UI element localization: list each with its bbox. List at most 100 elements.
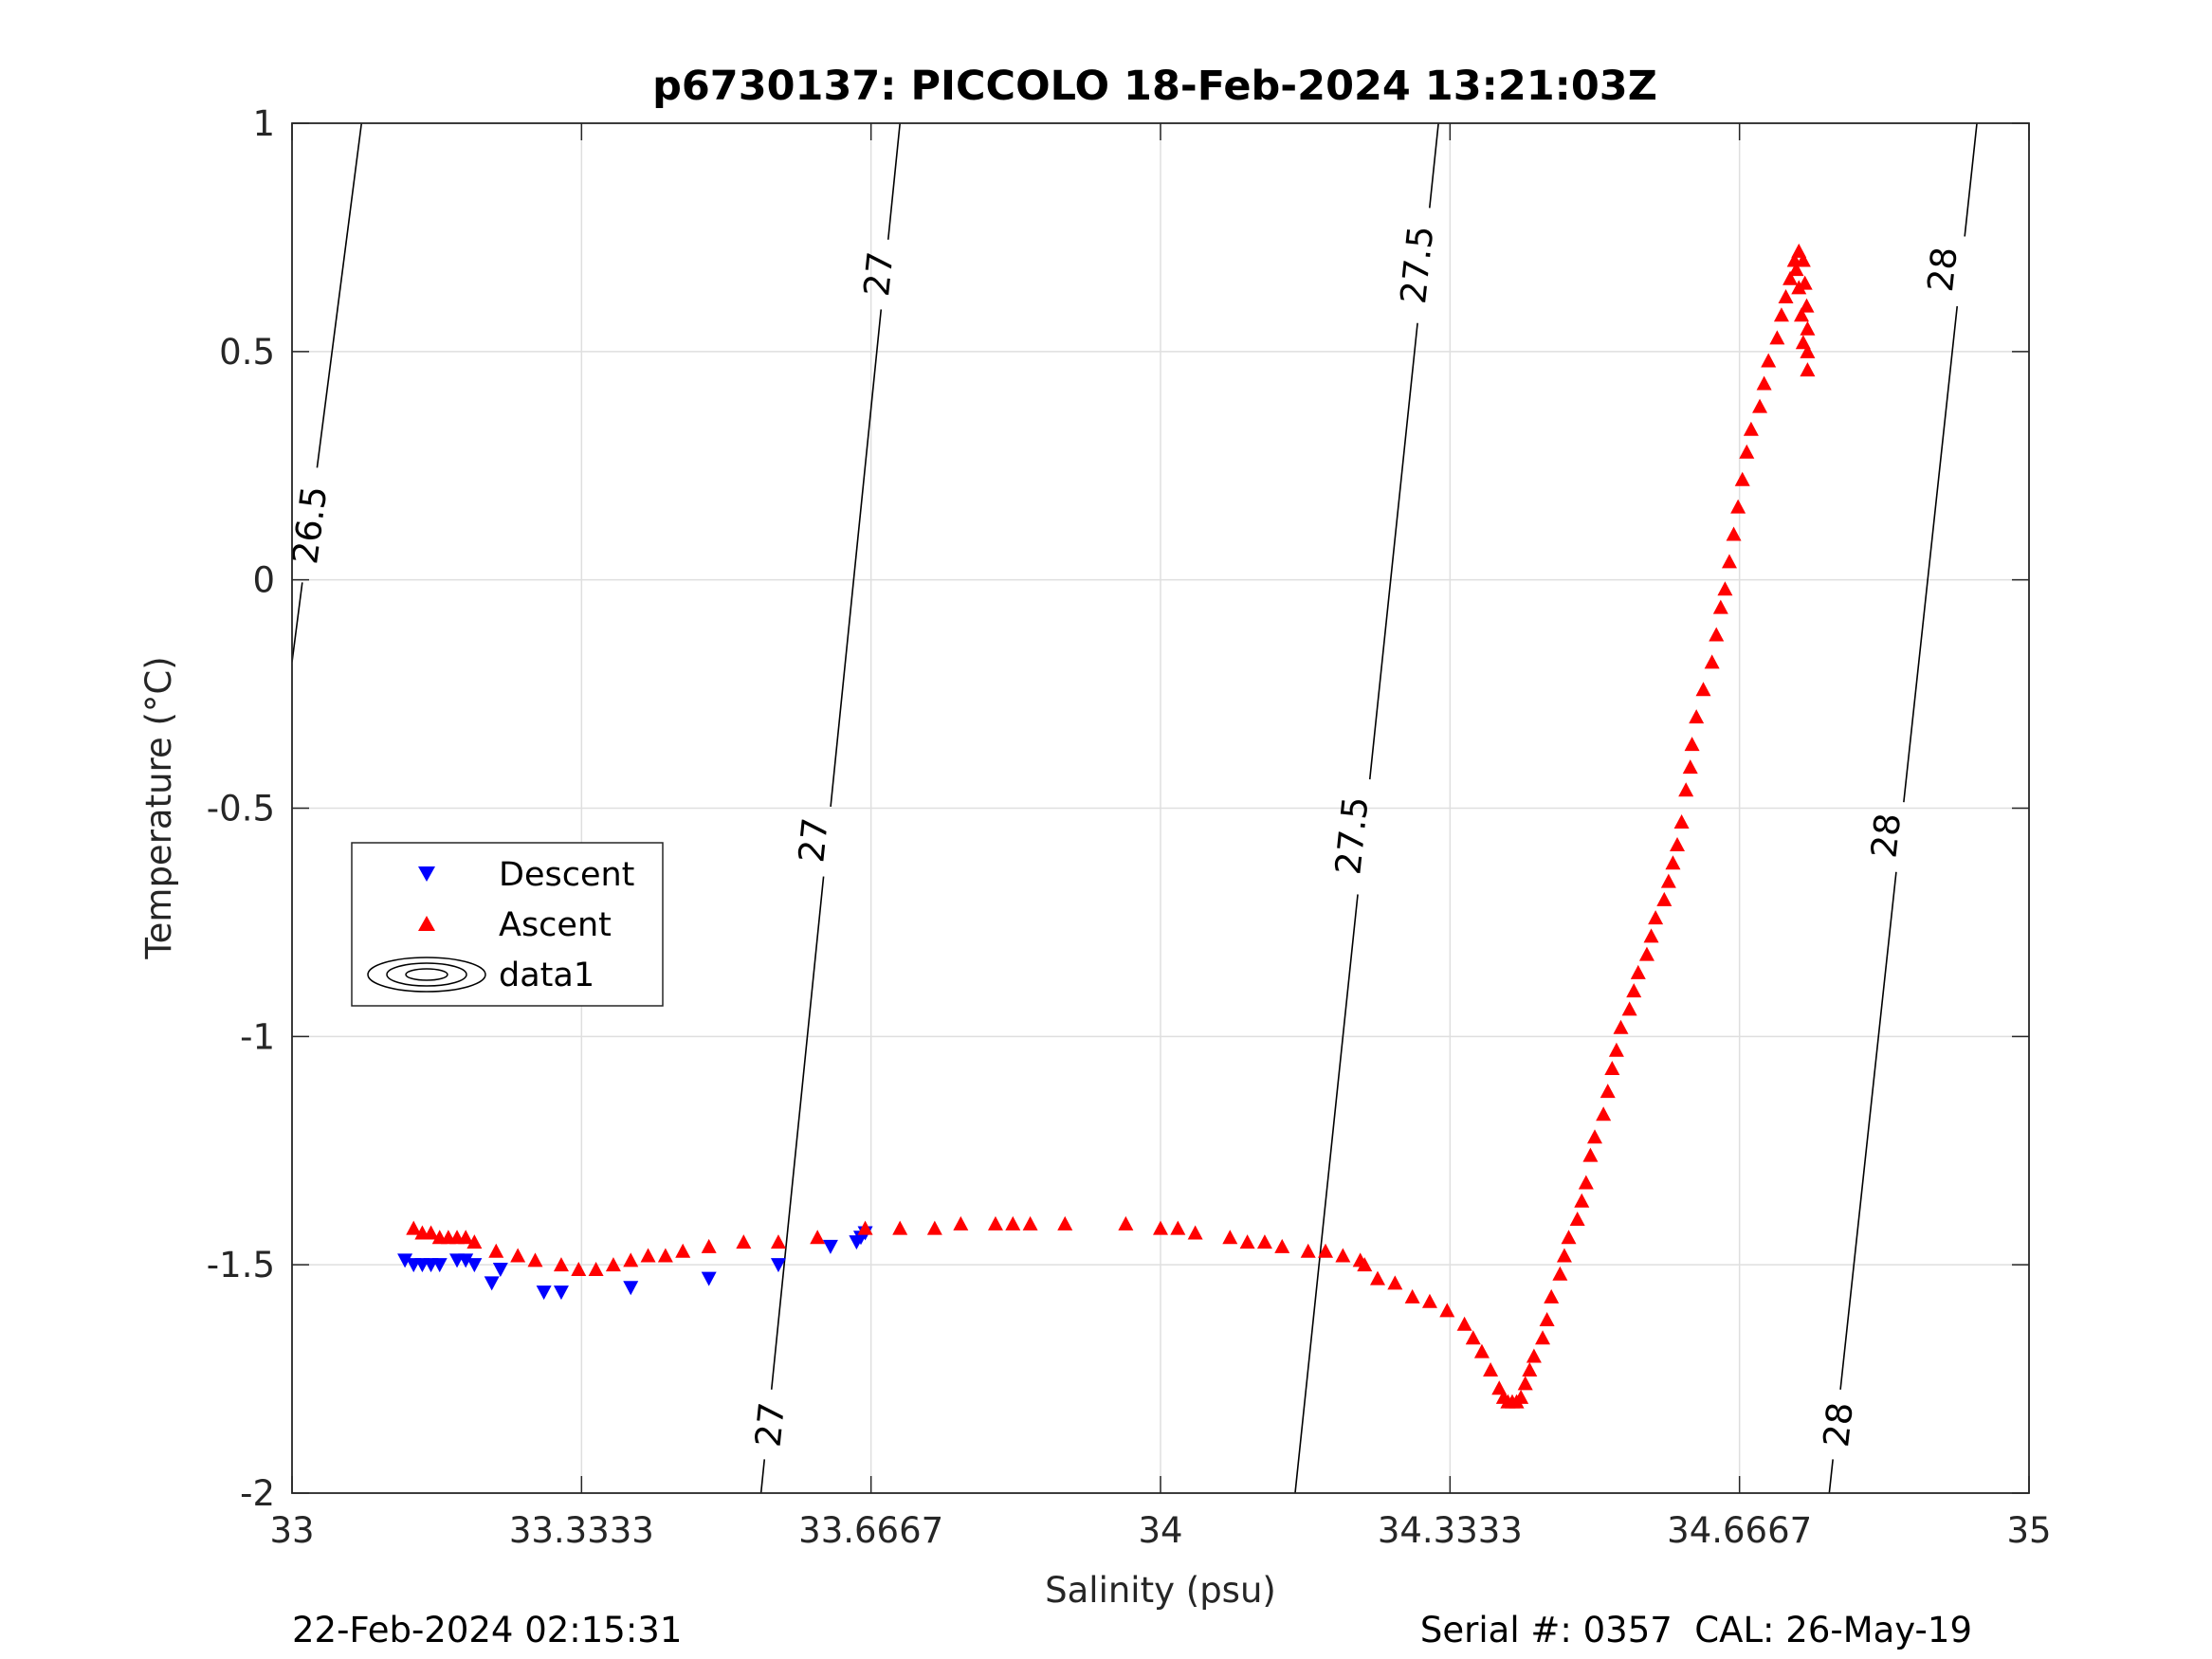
contour-label: 27 — [856, 249, 902, 298]
descent-point — [822, 1239, 838, 1254]
x-tick-label: 35 — [2006, 1510, 2051, 1551]
ascent-point — [1739, 444, 1755, 459]
contour-label: 27 — [791, 816, 836, 865]
ascent-point — [1370, 1270, 1385, 1285]
legend-ascent-marker — [418, 916, 435, 931]
ascent-point — [1630, 964, 1646, 979]
y-tick-label: -1 — [240, 1016, 275, 1057]
ascent-point — [488, 1243, 504, 1258]
ascent-point — [1730, 499, 1746, 514]
ascent-point — [1170, 1220, 1186, 1235]
ascent-point — [1005, 1215, 1021, 1231]
descent-point — [770, 1258, 786, 1273]
ascent-point — [810, 1230, 826, 1245]
descent-point — [536, 1285, 552, 1301]
ascent-point — [1673, 813, 1690, 829]
contour-label: 28 — [1863, 811, 1909, 860]
ascent-point — [1561, 1230, 1577, 1245]
y-tick-label: 1 — [252, 103, 275, 144]
ascent-point — [1670, 837, 1686, 852]
ascent-point — [1721, 554, 1737, 569]
ascent-point — [1596, 1106, 1612, 1121]
ascent-point — [1118, 1215, 1134, 1231]
y-tick-label: 0.5 — [219, 332, 275, 373]
y-tick-label: 0 — [252, 560, 275, 601]
ascent-point — [1638, 946, 1654, 961]
x-axis-label: Salinity (psu) — [1045, 1570, 1276, 1611]
ascent-point — [1456, 1316, 1472, 1331]
descent-point — [458, 1253, 474, 1268]
axes: 33 33.3333 33.6667 34 34.3333 34.6667 35 1 0.5 0 -… — [207, 103, 2052, 1551]
descent-point — [484, 1276, 500, 1291]
ascent-point — [657, 1248, 673, 1263]
ascent-point — [1439, 1303, 1455, 1318]
ascent-point — [1600, 1084, 1616, 1099]
ascent-point — [675, 1243, 691, 1258]
legend-ascent-label: Ascent — [499, 906, 612, 944]
ascent-point — [1578, 1175, 1594, 1190]
ascent-point — [1057, 1215, 1073, 1231]
ascent-point — [1513, 1389, 1529, 1404]
contour-label: 28 — [1816, 1400, 1861, 1449]
ascent-point — [1795, 252, 1811, 267]
ascent-point — [1535, 1330, 1551, 1345]
ascent-point — [1153, 1220, 1168, 1235]
ascent-point — [1357, 1257, 1373, 1272]
descent-point — [623, 1281, 639, 1296]
footer-serial: Serial #: 0357 CAL: 26-May-19 — [1420, 1610, 1972, 1650]
ascent-point — [1522, 1361, 1538, 1376]
ascent-point — [701, 1238, 717, 1253]
data-markers — [397, 243, 1816, 1409]
ascent-point — [1222, 1230, 1238, 1245]
ascent-point — [1704, 654, 1720, 669]
ascent-point — [1756, 375, 1772, 391]
ascent-point — [1773, 307, 1789, 322]
ascent-point — [1544, 1288, 1560, 1304]
ascent-point — [1335, 1248, 1351, 1263]
ascent-point — [1465, 1330, 1481, 1345]
ascent-point — [1483, 1361, 1499, 1376]
ascent-point — [1788, 262, 1804, 277]
ascent-point — [1569, 1212, 1585, 1226]
ascent-point — [527, 1252, 543, 1267]
ascent-point — [1800, 362, 1816, 377]
ascent-point — [1761, 353, 1777, 368]
contour-label: 27 — [748, 1400, 794, 1449]
ascent-point — [1539, 1311, 1555, 1326]
y-tick-label: -1.5 — [207, 1245, 275, 1285]
x-tick-label: 33.6667 — [798, 1510, 943, 1551]
ascent-point — [1582, 1147, 1599, 1162]
ascent-point — [1517, 1376, 1533, 1391]
ascent-point — [857, 1220, 873, 1235]
ascent-point — [1726, 526, 1742, 541]
ascent-point — [1274, 1238, 1290, 1253]
ascent-point — [1648, 910, 1664, 925]
legend-descent-label: Descent — [499, 856, 634, 894]
ascent-point — [510, 1248, 526, 1263]
ascent-point — [1556, 1248, 1572, 1263]
legend: Descent Ascent data1 — [351, 842, 664, 1007]
ascent-point — [736, 1234, 752, 1249]
ascent-point — [458, 1230, 474, 1245]
ascent-point — [1717, 581, 1733, 596]
descent-point — [553, 1285, 569, 1301]
ascent-point — [1187, 1225, 1203, 1240]
legend-box — [351, 842, 664, 1007]
footer-date: 22-Feb-2024 02:15:31 — [292, 1610, 682, 1650]
ascent-point — [1621, 1001, 1637, 1016]
ascent-point — [1587, 1129, 1602, 1144]
ascent-point — [1656, 891, 1673, 906]
ascent-point — [553, 1257, 569, 1272]
ascent-point — [1743, 421, 1759, 436]
ascent-point — [1552, 1266, 1568, 1281]
ascent-point — [466, 1234, 483, 1249]
ascent-point — [1239, 1234, 1255, 1249]
ascent-point — [1604, 1061, 1620, 1076]
ascent-point — [1473, 1343, 1490, 1358]
grid-lines — [292, 123, 2029, 1493]
chart-title: p6730137: PICCOLO 18-Feb-2024 13:21:03Z — [652, 63, 1657, 110]
ascent-point — [623, 1252, 639, 1267]
contour-label: 28 — [1920, 245, 1965, 293]
